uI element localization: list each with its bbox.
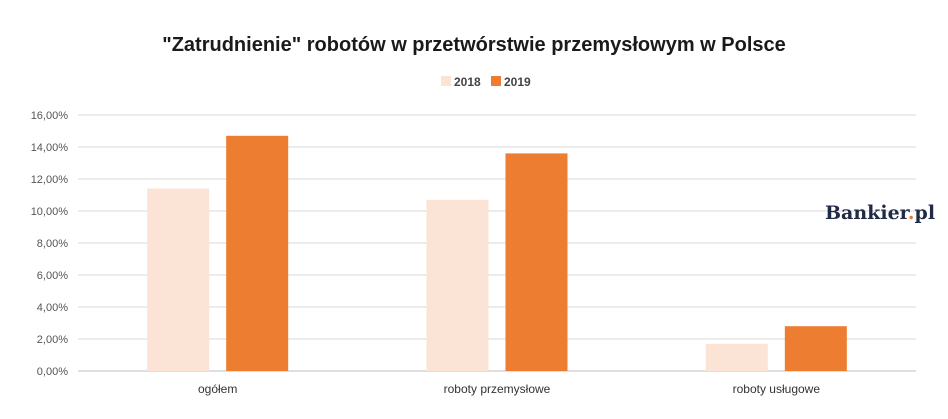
y-tick-label: 6,00%	[37, 270, 68, 282]
y-tick-label: 10,00%	[31, 206, 69, 218]
y-tick-label: 0,00%	[37, 366, 68, 378]
y-axis: 0,00% 2,00% 4,00% 6,00% 8,00% 10,00% 12,00% 14,…	[31, 110, 69, 378]
bar-2019-0	[226, 135, 289, 371]
legend: 2018 2019	[441, 75, 531, 89]
x-tick-label: ogółem	[198, 382, 237, 396]
legend-label-2019: 2019	[504, 75, 531, 89]
legend-swatch-2018	[441, 76, 451, 86]
y-tick-label: 8,00%	[37, 238, 68, 250]
bar-2019-2	[784, 326, 847, 371]
x-tick-label: roboty usługowe	[733, 382, 821, 396]
gridlines	[78, 114, 916, 372]
legend-label-2018: 2018	[454, 75, 481, 89]
y-tick-label: 16,00%	[31, 110, 69, 122]
legend-swatch-2019	[491, 76, 501, 86]
bar-2019-1	[505, 153, 568, 371]
y-tick-label: 4,00%	[37, 302, 68, 314]
bar-2018-0	[147, 188, 210, 371]
y-tick-label: 2,00%	[37, 334, 68, 346]
x-axis: ogółem roboty przemysłowe roboty usługowe	[198, 382, 820, 396]
bankier-logo: Bankier.pl	[825, 202, 935, 224]
x-tick-label: roboty przemysłowe	[444, 382, 551, 396]
bar-2018-1	[426, 199, 489, 371]
y-tick-label: 14,00%	[31, 142, 69, 154]
bars	[147, 135, 847, 371]
bar-2018-2	[705, 343, 768, 371]
chart-title: "Zatrudnienie" robotów w przetwórstwie p…	[162, 34, 786, 56]
y-tick-label: 12,00%	[31, 174, 69, 186]
